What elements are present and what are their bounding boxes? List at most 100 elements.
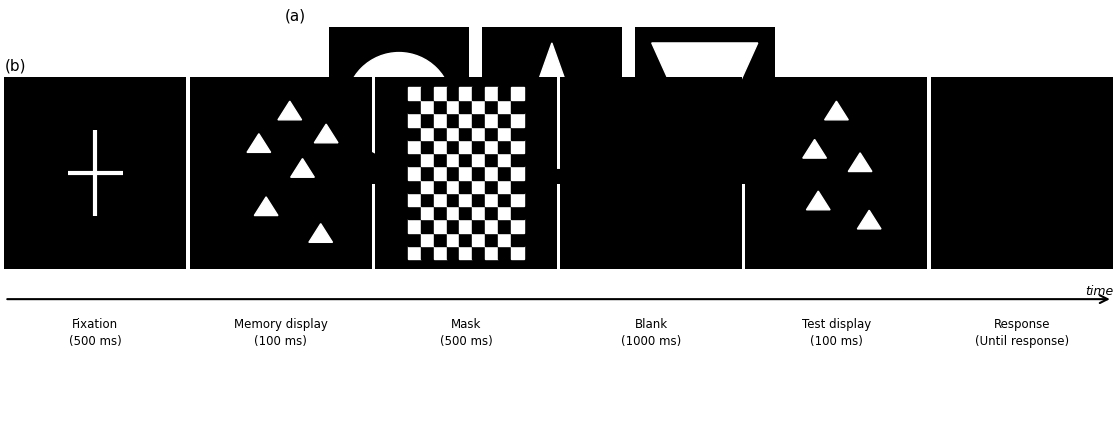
Bar bbox=[472, 167, 485, 180]
Text: Blank
(1000 ms): Blank (1000 ms) bbox=[622, 317, 681, 347]
Bar bbox=[498, 141, 511, 154]
Bar bbox=[472, 127, 485, 141]
Bar bbox=[407, 207, 421, 220]
Polygon shape bbox=[848, 154, 872, 172]
Bar bbox=[460, 167, 472, 180]
Bar bbox=[434, 233, 446, 247]
Polygon shape bbox=[309, 224, 333, 243]
Polygon shape bbox=[278, 102, 301, 121]
Bar bbox=[446, 167, 460, 180]
Bar bbox=[434, 154, 446, 167]
Bar bbox=[460, 194, 472, 207]
Bar bbox=[421, 101, 434, 114]
Bar bbox=[498, 88, 511, 101]
Bar bbox=[446, 180, 460, 194]
Bar bbox=[407, 114, 421, 127]
Bar bbox=[434, 127, 446, 141]
Bar bbox=[434, 88, 446, 101]
Bar bbox=[407, 141, 421, 154]
Bar bbox=[485, 88, 498, 101]
Bar bbox=[434, 207, 446, 220]
Bar bbox=[472, 101, 485, 114]
Bar bbox=[485, 114, 498, 127]
Bar bbox=[460, 207, 472, 220]
Bar bbox=[472, 194, 485, 207]
Text: (b): (b) bbox=[4, 59, 26, 74]
Text: Memory display
(100 ms): Memory display (100 ms) bbox=[233, 317, 328, 347]
Bar bbox=[407, 194, 421, 207]
Bar bbox=[421, 127, 434, 141]
Bar bbox=[407, 127, 421, 141]
Bar bbox=[460, 233, 472, 247]
Bar bbox=[460, 101, 472, 114]
Bar bbox=[498, 220, 511, 233]
Bar bbox=[472, 154, 485, 167]
Bar bbox=[472, 220, 485, 233]
Polygon shape bbox=[807, 192, 830, 210]
Bar bbox=[434, 167, 446, 180]
Bar bbox=[511, 154, 525, 167]
Bar bbox=[511, 233, 525, 247]
Bar bbox=[446, 154, 460, 167]
Bar bbox=[472, 180, 485, 194]
Bar bbox=[460, 127, 472, 141]
Bar bbox=[511, 88, 525, 101]
Bar bbox=[421, 114, 434, 127]
Bar bbox=[460, 154, 472, 167]
Polygon shape bbox=[290, 159, 315, 178]
Bar bbox=[498, 194, 511, 207]
Bar bbox=[407, 247, 421, 260]
Bar bbox=[511, 127, 525, 141]
Bar bbox=[421, 233, 434, 247]
Bar bbox=[498, 154, 511, 167]
Bar bbox=[407, 233, 421, 247]
Bar bbox=[434, 114, 446, 127]
Bar bbox=[421, 141, 434, 154]
Text: Fixation
(500 ms): Fixation (500 ms) bbox=[69, 317, 122, 347]
Bar bbox=[446, 207, 460, 220]
Bar bbox=[485, 207, 498, 220]
Bar bbox=[485, 154, 498, 167]
Bar bbox=[485, 247, 498, 260]
Bar bbox=[421, 167, 434, 180]
Bar bbox=[472, 88, 485, 101]
Bar bbox=[498, 207, 511, 220]
Polygon shape bbox=[652, 44, 758, 161]
Bar bbox=[434, 194, 446, 207]
Bar bbox=[511, 101, 525, 114]
Bar bbox=[498, 167, 511, 180]
Bar bbox=[421, 247, 434, 260]
Polygon shape bbox=[247, 135, 271, 153]
Polygon shape bbox=[857, 211, 881, 230]
Bar bbox=[511, 220, 525, 233]
Bar bbox=[485, 141, 498, 154]
Polygon shape bbox=[315, 125, 338, 144]
Bar bbox=[511, 167, 525, 180]
Bar bbox=[407, 88, 421, 101]
Bar bbox=[460, 141, 472, 154]
Bar bbox=[434, 180, 446, 194]
Bar bbox=[498, 127, 511, 141]
Text: Test display
(100 ms): Test display (100 ms) bbox=[801, 317, 872, 347]
Bar bbox=[421, 154, 434, 167]
Bar bbox=[434, 141, 446, 154]
Polygon shape bbox=[802, 140, 827, 159]
Bar bbox=[498, 247, 511, 260]
Bar bbox=[421, 220, 434, 233]
Bar bbox=[407, 180, 421, 194]
Bar bbox=[485, 233, 498, 247]
Bar bbox=[446, 114, 460, 127]
Bar bbox=[407, 154, 421, 167]
Bar bbox=[446, 233, 460, 247]
Bar bbox=[485, 194, 498, 207]
Bar bbox=[472, 207, 485, 220]
Bar bbox=[485, 167, 498, 180]
Bar bbox=[460, 247, 472, 260]
Bar bbox=[407, 167, 421, 180]
Bar bbox=[460, 220, 472, 233]
Bar bbox=[498, 101, 511, 114]
Bar bbox=[421, 88, 434, 101]
Bar bbox=[511, 114, 525, 127]
Bar bbox=[446, 141, 460, 154]
Bar bbox=[446, 127, 460, 141]
